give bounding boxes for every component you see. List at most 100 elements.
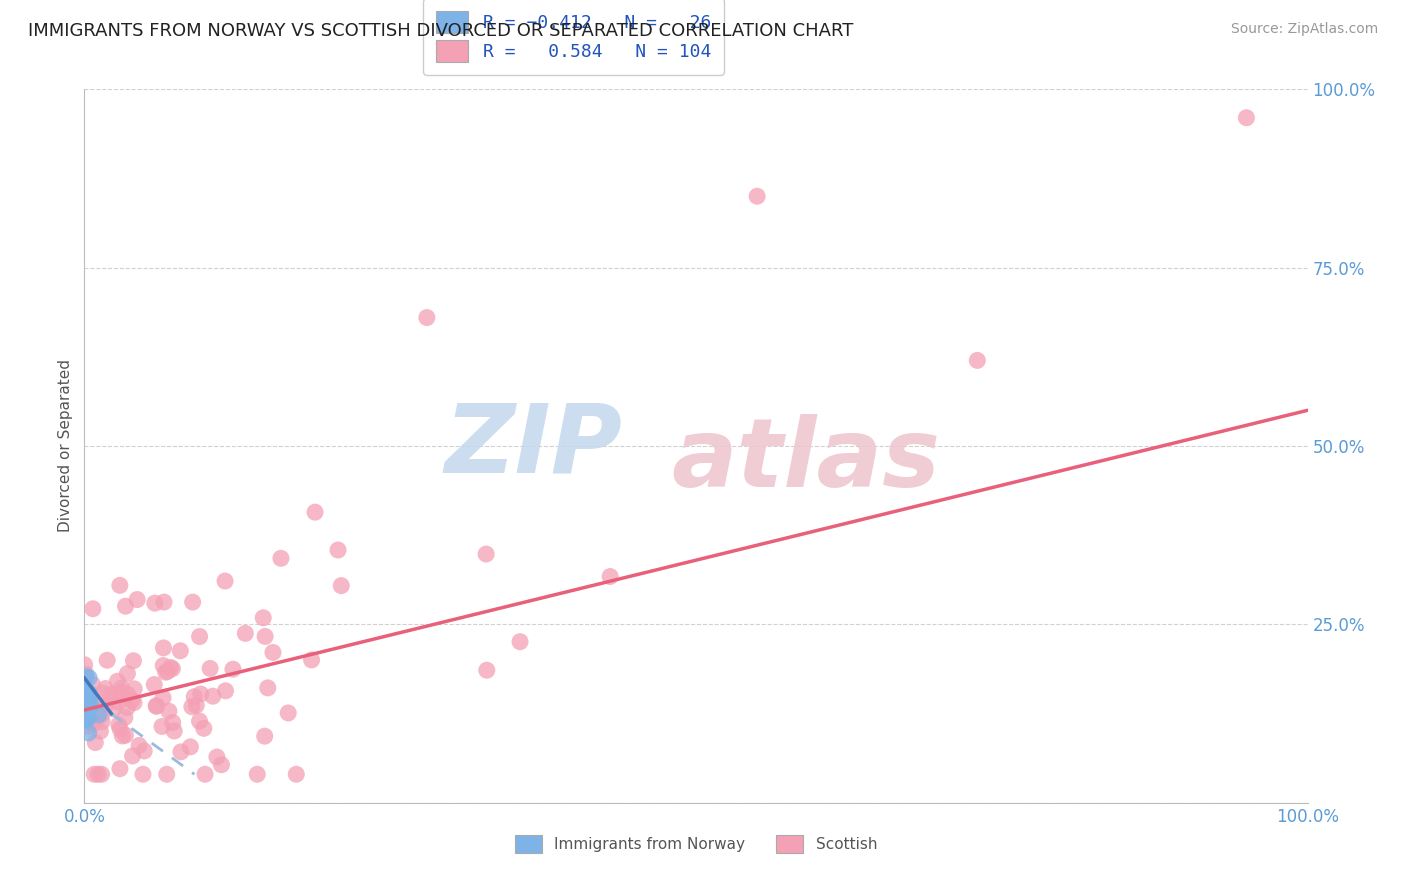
Point (143, 596, 166, 610)
Y-axis label: Divorced or Separated: Divorced or Separated (58, 359, 73, 533)
Point (75, 700, 97, 714)
Point (233, 626, 256, 640)
Point (75, 703, 97, 717)
Point (509, 634, 531, 648)
Point (117, 666, 139, 681)
Point (82, 601, 104, 615)
Point (152, 640, 174, 655)
Point (77, 720, 100, 734)
Point (76, 689, 98, 703)
Point (475, 663, 498, 677)
Point (143, 677, 166, 691)
Point (83, 716, 105, 731)
Point (209, 757, 232, 772)
Point (75, 701, 97, 715)
Point (108, 722, 131, 736)
Point (127, 592, 149, 607)
Point (77, 698, 100, 713)
Point (76, 714, 98, 728)
Point (150, 719, 173, 733)
Point (77, 694, 100, 708)
Point (186, 698, 208, 713)
Point (254, 629, 277, 643)
Point (193, 722, 215, 736)
Point (285, 767, 308, 781)
Point (156, 767, 179, 781)
Point (966, 353, 988, 368)
Point (162, 715, 184, 730)
Point (111, 729, 134, 743)
Point (326, 543, 349, 558)
Point (115, 700, 138, 714)
Point (75, 711, 97, 725)
Point (103, 702, 125, 716)
Point (100, 687, 122, 701)
Point (114, 710, 136, 724)
Point (90, 767, 112, 781)
Point (75, 701, 97, 715)
Point (122, 681, 145, 696)
Point (162, 662, 184, 676)
Point (256, 681, 278, 695)
Point (152, 658, 174, 673)
Point (82, 677, 104, 691)
Point (214, 683, 236, 698)
Point (214, 574, 236, 588)
Text: atlas: atlas (672, 414, 941, 507)
Point (114, 599, 136, 614)
Point (75, 683, 97, 698)
Point (108, 718, 131, 732)
Point (108, 578, 131, 592)
Point (111, 681, 134, 695)
Point (145, 698, 167, 713)
Point (76, 710, 98, 724)
Point (152, 690, 174, 705)
Point (117, 687, 139, 701)
Point (599, 569, 621, 583)
Point (111, 685, 134, 699)
Point (77, 686, 100, 700)
Point (89, 724, 111, 739)
Point (128, 739, 150, 753)
Point (169, 644, 191, 658)
Point (301, 653, 323, 667)
Text: ZIP: ZIP (444, 400, 623, 492)
Point (91, 714, 114, 729)
Point (77, 692, 100, 706)
Point (80, 698, 103, 713)
Legend: Immigrants from Norway, Scottish: Immigrants from Norway, Scottish (509, 829, 883, 859)
Point (90, 698, 112, 712)
Point (475, 547, 498, 561)
Point (270, 551, 292, 566)
Point (122, 696, 145, 710)
Point (122, 654, 145, 668)
Point (96, 653, 118, 667)
Point (84, 735, 107, 749)
Point (277, 706, 299, 720)
Point (205, 750, 228, 764)
Point (77, 709, 100, 723)
Point (188, 630, 211, 644)
Point (163, 723, 186, 738)
Point (121, 748, 143, 763)
Point (77, 693, 100, 707)
Point (87, 707, 110, 722)
Point (75, 683, 97, 698)
Point (190, 687, 212, 701)
Point (253, 729, 276, 743)
Point (87, 767, 110, 781)
Point (76, 698, 98, 713)
Point (157, 704, 180, 718)
Point (134, 744, 156, 758)
Point (108, 762, 131, 776)
Point (155, 665, 177, 680)
Point (94, 681, 117, 696)
Point (201, 689, 224, 703)
Point (96, 698, 118, 712)
Point (145, 699, 167, 714)
Point (73, 685, 96, 699)
Point (188, 714, 211, 728)
Point (75, 670, 97, 684)
Point (76, 690, 98, 705)
Point (107, 695, 129, 709)
